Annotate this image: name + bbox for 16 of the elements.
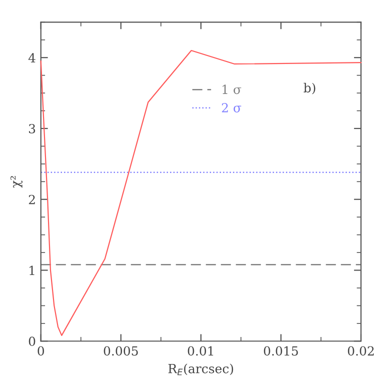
y-tick-label: 0 — [28, 336, 36, 346]
y-tick-label: 4 — [28, 53, 36, 62]
annotation: b) — [304, 82, 316, 94]
x-tick-label: 0.02 — [348, 346, 374, 356]
legend-label: 2 σ — [222, 103, 242, 112]
x-axis-title: R$_{E}$(arcsec) — [168, 364, 234, 376]
x-tick-label: 0.015 — [264, 346, 298, 356]
y-axis-title: χ² — [10, 176, 23, 188]
y-tick-label: 3 — [29, 124, 36, 134]
x-tick-label: 0 — [38, 346, 44, 356]
line-series — [40, 50, 362, 336]
y-tick-label: 1 — [30, 266, 34, 275]
x-tick-label: 0.005 — [104, 346, 138, 356]
y-tick-label: 2 — [28, 194, 35, 204]
legend-label: 1 σ — [222, 84, 242, 94]
x-tick-label: 0.01 — [188, 346, 214, 356]
